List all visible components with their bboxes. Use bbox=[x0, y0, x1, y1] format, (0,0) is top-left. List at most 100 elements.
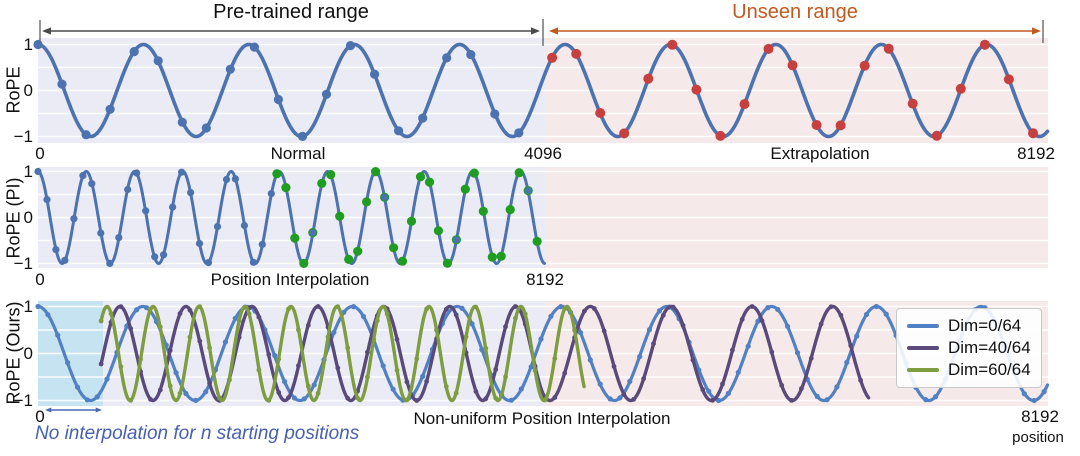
marker-dot-pi-sinusoid bbox=[34, 167, 42, 176]
marker-dot-rope-sinusoid bbox=[129, 47, 139, 57]
marker-dot-dim-0-64 bbox=[1041, 389, 1047, 395]
marker-dot-dim-40-64 bbox=[700, 387, 706, 393]
marker-dot-rope-sinusoid bbox=[177, 117, 187, 127]
marker-dot-pi-sinusoid bbox=[415, 172, 426, 182]
marker-dot-pi-sinusoid bbox=[133, 169, 141, 177]
plot1-caption-extrapolation: Extrapolation bbox=[770, 144, 870, 163]
marker-dot-rope-sinusoid bbox=[33, 39, 43, 50]
marker-dot-dim-40-64 bbox=[118, 304, 124, 309]
marker-dot-dim-40-64 bbox=[167, 348, 173, 353]
marker-dot-dim-0-64 bbox=[854, 333, 860, 339]
marker-dot-dim-0-64 bbox=[863, 311, 870, 318]
marker-dot-dim-40-64 bbox=[848, 343, 854, 348]
marker-dot-dim-60-64 bbox=[296, 327, 301, 333]
marker-dot-dim-0-64 bbox=[222, 339, 228, 345]
marker-dot-pi-sinusoid bbox=[433, 226, 443, 236]
marker-dot-dim-40-64 bbox=[710, 397, 715, 403]
marker-dot-dim-0-64 bbox=[558, 304, 564, 310]
marker-dot-dim-60-64 bbox=[493, 395, 499, 401]
marker-dot-dim-0-64 bbox=[646, 327, 653, 333]
marker-dot-dim-60-64 bbox=[197, 304, 203, 310]
marker-dot-dim-40-64 bbox=[345, 395, 351, 401]
marker-dot-rope-sinusoid bbox=[490, 109, 500, 119]
plot1-xtick-4096: 4096 bbox=[524, 144, 562, 163]
plot3-xtick-8192: 8192 bbox=[1021, 407, 1059, 426]
marker-dot-pi-sinusoid bbox=[344, 254, 354, 264]
marker-dot-dim-60-64 bbox=[503, 374, 508, 380]
marker-dot-dim-40-64 bbox=[414, 398, 420, 403]
marker-dot-dim-40-64 bbox=[128, 326, 134, 331]
marker-dot-rope-sinusoid bbox=[571, 48, 582, 59]
marker-dot-dim-60-64 bbox=[187, 334, 193, 340]
marker-dot-rope-sinusoid bbox=[297, 131, 308, 141]
marker-dot-pi-sinusoid bbox=[532, 236, 542, 246]
marker-dot-dim-0-64 bbox=[134, 307, 140, 313]
marker-dot-dim-0-64 bbox=[873, 303, 880, 310]
marker-dot-dim-40-64 bbox=[187, 307, 193, 313]
marker-dot-dim-0-64 bbox=[104, 376, 110, 382]
marker-dot-dim-0-64 bbox=[824, 397, 830, 403]
marker-dot-dim-0-64 bbox=[84, 397, 90, 403]
marker-dot-dim-40-64 bbox=[483, 396, 489, 402]
marker-dot-dim-0-64 bbox=[459, 305, 465, 311]
marker-dot-dim-0-64 bbox=[65, 360, 71, 366]
marker-dot-rope-sinusoid bbox=[153, 56, 163, 66]
marker-dot-dim-40-64 bbox=[789, 398, 794, 403]
marker-dot-pi-sinusoid bbox=[290, 233, 300, 243]
marker-dot-dim-60-64 bbox=[108, 311, 114, 316]
marker-dot-dim-40-64 bbox=[315, 304, 321, 309]
plot-normal bbox=[33, 38, 1050, 143]
marker-dot-dim-40-64 bbox=[453, 312, 459, 318]
marker-dot-dim-40-64 bbox=[749, 304, 755, 309]
marker-dot-pi-sinusoid bbox=[115, 234, 123, 242]
marker-dot-dim-60-64 bbox=[404, 397, 410, 403]
marker-dot-dim-0-64 bbox=[548, 313, 554, 319]
marker-dot-dim-60-64 bbox=[207, 345, 213, 351]
marker-dot-pi-sinusoid bbox=[299, 258, 309, 268]
marker-dot-dim-60-64 bbox=[562, 306, 568, 312]
marker-dot-dim-40-64 bbox=[818, 321, 824, 327]
marker-dot-dim-60-64 bbox=[236, 318, 242, 324]
marker-dot-rope-sinusoid bbox=[105, 104, 115, 114]
marker-dot-rope-sinusoid bbox=[619, 128, 630, 139]
marker-dot-dim-60-64 bbox=[217, 395, 222, 401]
marker-dot-pi-sinusoid bbox=[389, 243, 399, 253]
marker-dot-dim-0-64 bbox=[291, 395, 297, 401]
marker-dot-dim-0-64 bbox=[232, 315, 238, 321]
plot1-ytick-0: 0 bbox=[23, 81, 33, 100]
marker-dot-dim-0-64 bbox=[785, 323, 791, 329]
marker-dot-dim-60-64 bbox=[443, 384, 449, 389]
plot1-xtick-8192: 8192 bbox=[1017, 144, 1055, 163]
legend-label: Dim=0/64 bbox=[948, 316, 1022, 335]
marker-dot-dim-60-64 bbox=[424, 306, 429, 312]
marker-dot-dim-40-64 bbox=[670, 304, 676, 310]
marker-dot-rope-sinusoid bbox=[811, 120, 822, 130]
marker-dot-dim-0-64 bbox=[637, 354, 643, 360]
marker-dot-dim-60-64 bbox=[128, 397, 134, 403]
marker-dot-pi-sinusoid bbox=[326, 170, 336, 180]
marker-dot-pi-sinusoid bbox=[514, 168, 524, 178]
plot2-caption-position-interpolation: Position Interpolation bbox=[210, 270, 370, 289]
marker-dot-dim-40-64 bbox=[148, 396, 153, 402]
marker-dot-dim-60-64 bbox=[355, 395, 360, 401]
plot2-ytick-neg1: −1 bbox=[13, 254, 33, 273]
plot3-ytick-0: 0 bbox=[23, 344, 33, 363]
marker-dot-pi-sinusoid bbox=[362, 197, 372, 207]
marker-dot-pi-sinusoid bbox=[487, 252, 497, 262]
marker-dot-pi-sinusoid bbox=[335, 211, 345, 221]
marker-dot-dim-0-64 bbox=[607, 396, 613, 402]
marker-dot-dim-40-64 bbox=[582, 308, 587, 314]
marker-dot-pi-sinusoid bbox=[249, 258, 257, 266]
marker-dot-rope-sinusoid bbox=[1003, 74, 1014, 85]
marker-dot-dim-40-64 bbox=[276, 390, 282, 395]
marker-dot-rope-sinusoid bbox=[321, 89, 332, 99]
marker-dot-dim-0-64 bbox=[1031, 397, 1037, 404]
marker-dot-dim-0-64 bbox=[193, 397, 199, 403]
unseen-range-title: Unseen range bbox=[732, 1, 858, 23]
marker-dot-dim-60-64 bbox=[167, 383, 173, 389]
arrowhead bbox=[45, 407, 52, 413]
marker-dot-rope-sinusoid bbox=[442, 53, 452, 63]
marker-dot-dim-40-64 bbox=[197, 338, 203, 344]
marker-dot-dim-60-64 bbox=[148, 306, 153, 312]
plot3-ytick-1: 1 bbox=[23, 297, 33, 316]
